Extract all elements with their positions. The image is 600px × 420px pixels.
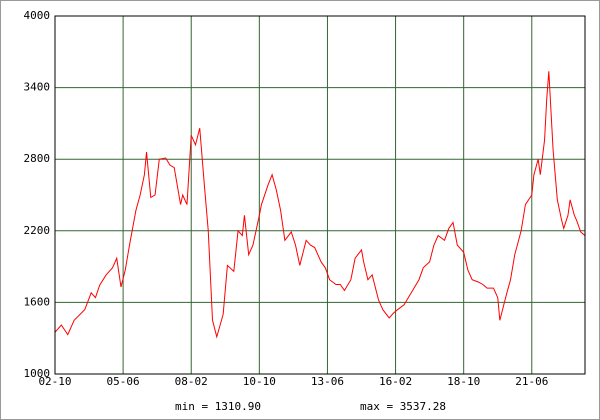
y-tick-label: 2800 [24, 152, 51, 165]
x-tick-label: 21-06 [515, 375, 548, 388]
x-tick-label: 08-02 [175, 375, 208, 388]
x-tick-label: 18-10 [447, 375, 480, 388]
y-tick-label: 3400 [24, 81, 51, 94]
y-tick-label: 4000 [24, 9, 51, 22]
plot-border [54, 15, 586, 375]
data-line [54, 71, 586, 339]
x-tick-label: 16-02 [379, 375, 412, 388]
x-tick-label: 10-10 [243, 375, 276, 388]
x-tick-label: 05-06 [107, 375, 140, 388]
plot [54, 71, 586, 339]
y-tick-label: 2200 [24, 224, 51, 237]
x-tick-label: 02-10 [38, 375, 71, 388]
min-annotation: min = 1310.90 [175, 400, 261, 413]
x-tick-label: 13-06 [311, 375, 344, 388]
y-tick-label: 1600 [24, 295, 51, 308]
y-tick-label: 1000 [24, 367, 51, 380]
max-annotation: max = 3537.28 [360, 400, 446, 413]
